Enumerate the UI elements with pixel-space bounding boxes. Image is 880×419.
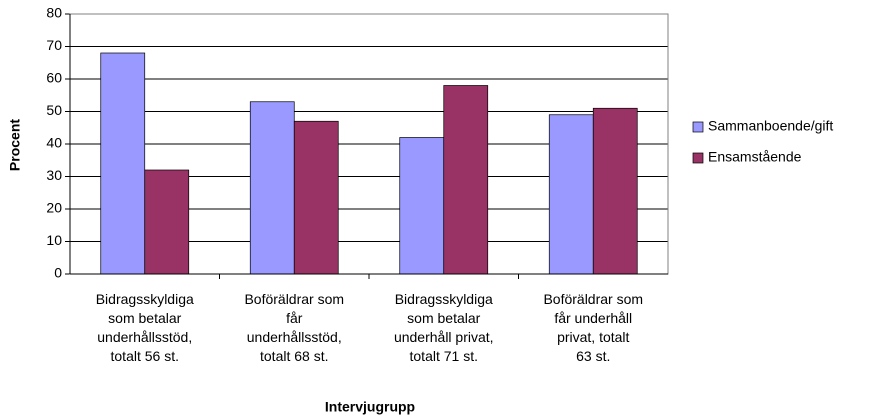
y-tick-label: 20: [46, 200, 62, 216]
legend-swatch: [692, 152, 704, 164]
y-tick-label: 50: [46, 102, 62, 118]
legend-label: Ensamstående: [708, 149, 802, 165]
bar: [399, 137, 445, 275]
y-tick-label: 30: [46, 167, 62, 183]
bar: [293, 120, 339, 275]
x-axis-title: Intervjugrupp: [325, 399, 415, 415]
x-tick-label: Boföräldrar som får underhållsstöd, tota…: [244, 291, 345, 364]
legend-swatch: [692, 121, 704, 133]
y-tick-label: 10: [46, 232, 62, 248]
y-tick-label: 40: [46, 135, 62, 151]
y-tick-label: 0: [54, 265, 62, 281]
x-tick-label: Bidragsskyldiga som betalar underhåll pr…: [393, 291, 494, 364]
bar: [592, 107, 638, 275]
y-axis-title: Procent: [7, 119, 23, 171]
bar: [548, 114, 594, 275]
bar: [100, 52, 146, 275]
bar: [443, 85, 489, 275]
y-tick-label: 80: [46, 5, 62, 21]
x-tick-label: Bidragsskyldiga som betalar underhållsst…: [95, 291, 194, 364]
x-tick-label: Boföräldrar som får underhåll privat, to…: [543, 291, 644, 364]
y-tick-label: 60: [46, 70, 62, 86]
bar: [144, 169, 190, 275]
y-tick-label: 70: [46, 37, 62, 53]
legend-label: Sammanboende/gift: [708, 118, 833, 134]
bar: [249, 101, 295, 275]
